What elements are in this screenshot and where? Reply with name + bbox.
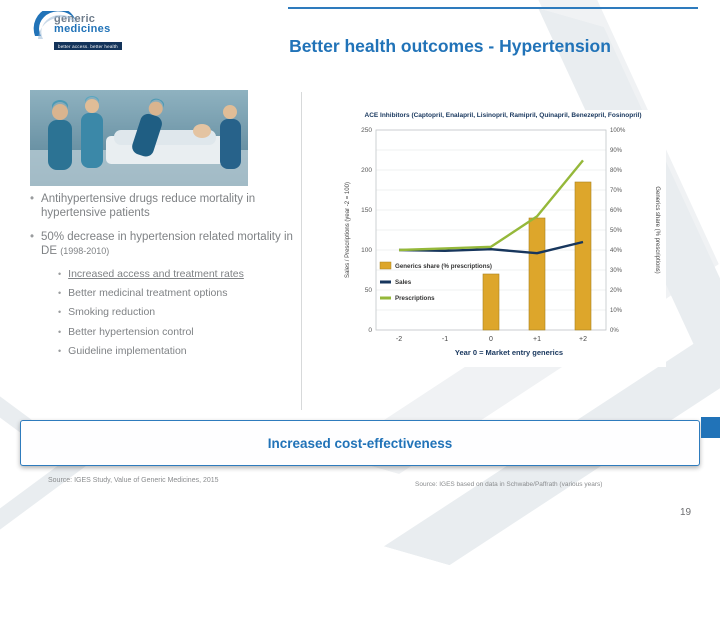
bar-generics-share — [528, 217, 546, 331]
x-axis-tick: -2 — [396, 336, 402, 343]
bullet-note: (1998-2010) — [60, 246, 110, 257]
sub-bullet-text: Increased access and treatment rates — [68, 267, 244, 280]
right-axis-tick: 20% — [610, 288, 623, 294]
photo-nurse — [220, 105, 241, 169]
bullet-list: Antihypertensive drugs reduce mortality … — [30, 192, 294, 365]
x-axis-tick: -1 — [442, 336, 448, 343]
column-divider — [301, 92, 302, 410]
left-axis-tick: 100 — [361, 247, 372, 254]
legend-label: Prescriptions — [395, 295, 435, 302]
x-axis-tick: +1 — [533, 336, 541, 343]
sub-bullet-item: Guideline implementation — [58, 345, 294, 358]
bullet-text: Antihypertensive drugs reduce mortality … — [41, 193, 256, 220]
source-right: Source: IGES based on data in Schwabe/Pa… — [415, 481, 603, 488]
right-axis-tick: 80% — [610, 168, 623, 174]
sub-bullet-item: Increased access and treatment rates — [58, 268, 294, 281]
bullet-item: 50% decrease in hypertension related mor… — [30, 230, 294, 259]
left-axis-tick: 0 — [368, 327, 372, 334]
sub-bullet-text: Smoking reduction — [68, 306, 156, 319]
x-axis-tick: 0 — [489, 336, 493, 343]
legend-marker — [379, 261, 392, 270]
logo-swoosh-icon — [33, 11, 78, 39]
sub-bullet-text: Better hypertension control — [68, 325, 194, 338]
right-axis-label: Generics share (% prescriptions) — [654, 186, 660, 273]
photo-scene — [30, 90, 248, 186]
hospital-photo — [30, 90, 248, 186]
photo-doctor — [132, 98, 165, 157]
cost-effectiveness-banner: Increased cost-effectiveness — [20, 420, 700, 466]
bullet-text: 50% decrease in hypertension related mor… — [41, 230, 293, 258]
sub-bullet-text: Better medicinal treatment options — [68, 286, 228, 299]
slide-title: Better health outcomes - Hypertension — [289, 36, 611, 56]
chart-plot: 0% 10% 20% 30% 40% 50% 60% 70% 80% 90% 100% 0 50 100 1… — [345, 127, 660, 357]
x-axis-tick: +2 — [579, 336, 587, 343]
photo-nurse — [48, 100, 72, 170]
legend-label: Sales — [395, 279, 412, 286]
left-axis-tick: 250 — [361, 127, 372, 134]
left-axis-tick: 200 — [361, 167, 372, 174]
bullet-item: Antihypertensive drugs reduce mortality … — [30, 192, 294, 221]
right-axis-tick: 90% — [610, 148, 623, 154]
sub-bullet-item: Smoking reduction — [58, 306, 294, 319]
right-axis-tick: 30% — [610, 268, 623, 274]
right-axis-tick: 100% — [610, 128, 626, 134]
logo-name-line1: generic — [54, 13, 96, 25]
logo-name-line2: medicines — [54, 23, 111, 36]
right-axis-tick: 40% — [610, 248, 623, 254]
sub-bullet-item: Better medicinal treatment options — [58, 287, 294, 300]
left-axis-tick: 150 — [361, 207, 372, 214]
banner-text: Increased cost-effectiveness — [267, 435, 453, 451]
company-logo: generic medicines better access. better … — [33, 11, 122, 53]
right-axis-tick: 10% — [610, 308, 623, 314]
right-axis-tick: 50% — [610, 228, 623, 234]
chart: ACE Inhibitors (Captopril, Enalapril, Li… — [340, 110, 666, 367]
right-axis-tick: 60% — [610, 208, 623, 214]
photo-patient — [193, 124, 211, 138]
legend-label: Generics share (% prescriptions) — [395, 263, 492, 270]
header-rule — [288, 7, 698, 9]
right-axis-tick: 70% — [610, 188, 623, 194]
x-axis-note: Year 0 = Market entry generics — [455, 348, 563, 357]
source-left: Source: IGES Study, Value of Generic Med… — [48, 477, 219, 484]
accent-square — [701, 417, 720, 438]
chart-title: ACE Inhibitors (Captopril, Enalapril, Li… — [364, 112, 642, 119]
left-axis-label: Sales / Prescriptions (year -2 = 100) — [345, 182, 351, 278]
line-sales — [398, 240, 584, 255]
photo-nurse — [81, 96, 103, 168]
page-number: 19 — [680, 507, 692, 518]
line-prescriptions — [398, 159, 584, 252]
sub-bullet-text: Guideline implementation — [68, 345, 187, 358]
bar-generics-share — [574, 181, 592, 331]
sub-bullet-item: Better hypertension control — [58, 326, 294, 339]
left-axis-tick: 50 — [365, 287, 373, 294]
logo-tagline: better access. better health — [54, 42, 122, 51]
sub-bullet-list: Increased access and treatment rates Bet… — [58, 268, 294, 359]
right-axis-tick: 0% — [610, 328, 619, 334]
bar-generics-share — [482, 273, 500, 331]
